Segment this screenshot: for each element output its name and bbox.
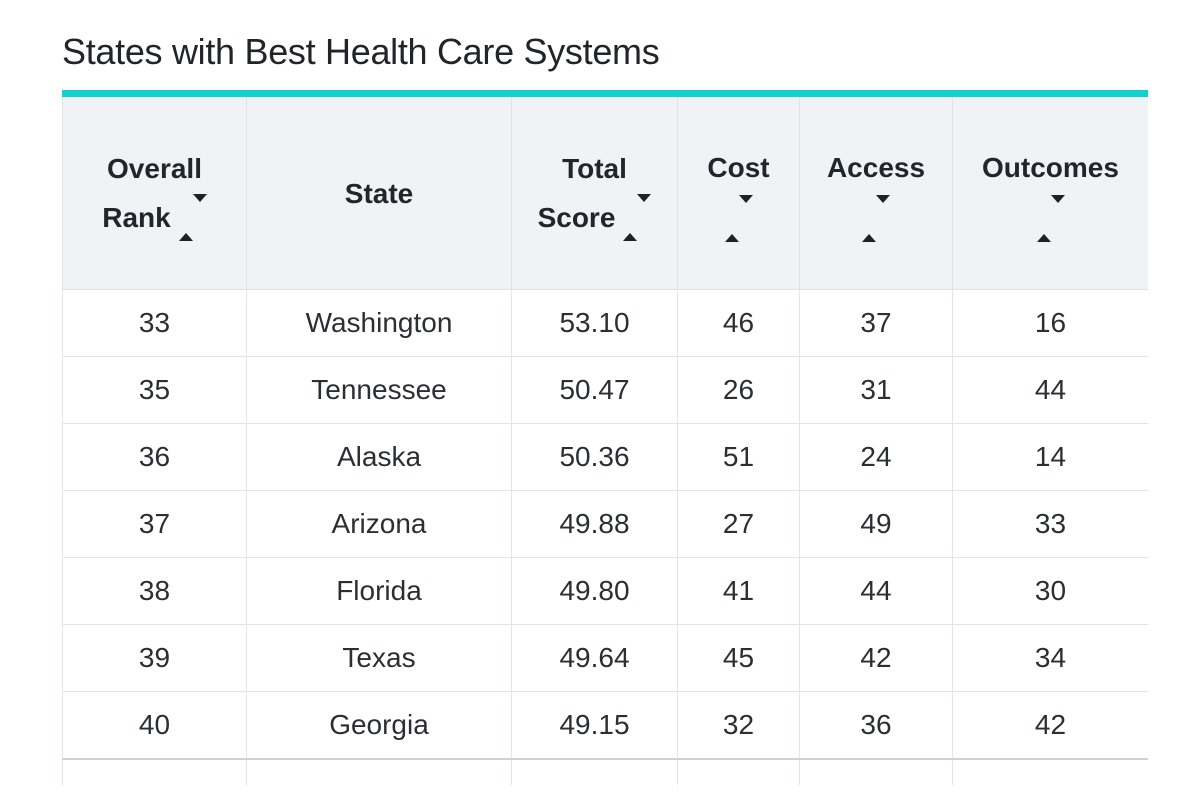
table-row: 39 Texas 49.64 45 42 34 — [62, 624, 1148, 692]
cell-total-score: 49.88 — [511, 490, 678, 558]
cell-access — [799, 758, 953, 785]
table-row-partial — [62, 758, 1148, 785]
table-row: 37 Arizona 49.88 27 49 33 — [62, 490, 1148, 558]
column-header-outcomes[interactable]: Outcomes — [952, 97, 1148, 290]
cell-state: Florida — [246, 557, 512, 625]
column-header-overall-rank[interactable]: Overall Rank — [62, 97, 247, 290]
cell-overall-rank: 40 — [62, 691, 247, 760]
table-row: 40 Georgia 49.15 32 36 42 — [62, 691, 1148, 760]
sort-updown-icon — [178, 193, 207, 242]
sort-updown-icon — [862, 194, 890, 243]
column-header-total-score[interactable]: Total Score — [511, 97, 678, 290]
cell-cost: 51 — [677, 423, 800, 491]
header-label: State — [344, 177, 414, 209]
cell-state — [246, 758, 512, 785]
cell-access: 24 — [799, 423, 953, 491]
cell-cost: 46 — [677, 289, 800, 357]
cell-access: 42 — [799, 624, 953, 692]
cell-access: 36 — [799, 691, 953, 760]
table-row: 36 Alaska 50.36 51 24 14 — [62, 423, 1148, 491]
cell-overall-rank: 35 — [62, 356, 247, 424]
cell-access: 37 — [799, 289, 953, 357]
cell-overall-rank: 37 — [62, 490, 247, 558]
header-label: Overall — [107, 152, 202, 184]
table-row: 35 Tennessee 50.47 26 31 44 — [62, 356, 1148, 424]
cell-outcomes: 44 — [952, 356, 1148, 424]
cell-state: Alaska — [246, 423, 512, 491]
cell-outcomes: 30 — [952, 557, 1148, 625]
cell-outcomes: 34 — [952, 624, 1148, 692]
cell-total-score — [511, 758, 678, 785]
cell-total-score: 49.15 — [511, 691, 678, 760]
health-care-table-widget: Overall Rank State Total Score Cost Acce… — [62, 90, 1148, 785]
cell-state: Washington — [246, 289, 512, 357]
column-header-state: State — [246, 97, 512, 290]
cell-outcomes: 14 — [952, 423, 1148, 491]
header-label: Cost — [707, 151, 770, 183]
health-care-table: Overall Rank State Total Score Cost Acce… — [62, 97, 1148, 785]
cell-total-score: 50.47 — [511, 356, 678, 424]
cell-cost: 32 — [677, 691, 800, 760]
cell-state: Georgia — [246, 691, 512, 760]
cell-overall-rank: 38 — [62, 557, 247, 625]
cell-cost: 26 — [677, 356, 800, 424]
cell-total-score: 53.10 — [511, 289, 678, 357]
cell-cost — [677, 758, 800, 785]
cell-total-score: 50.36 — [511, 423, 678, 491]
cell-outcomes: 33 — [952, 490, 1148, 558]
accent-bar — [62, 90, 1148, 97]
sort-updown-icon — [1036, 194, 1065, 243]
cell-overall-rank: 33 — [62, 289, 247, 357]
cell-total-score: 49.80 — [511, 557, 678, 625]
cell-outcomes: 42 — [952, 691, 1148, 760]
page-title: States with Best Health Care Systems — [62, 31, 660, 73]
cell-state: Tennessee — [246, 356, 512, 424]
cell-cost: 27 — [677, 490, 800, 558]
cell-state: Arizona — [246, 490, 512, 558]
cell-state: Texas — [246, 624, 512, 692]
header-label: Outcomes — [982, 151, 1119, 183]
cell-outcomes — [952, 758, 1148, 785]
header-label: Rank — [102, 201, 171, 233]
cell-access: 49 — [799, 490, 953, 558]
cell-cost: 41 — [677, 557, 800, 625]
table-body: 33 Washington 53.10 46 37 16 35 Tennesse… — [62, 289, 1148, 785]
header-label: Score — [537, 201, 616, 233]
cell-access: 44 — [799, 557, 953, 625]
table-row: 38 Florida 49.80 41 44 30 — [62, 557, 1148, 625]
header-label: Access — [826, 151, 926, 183]
cell-total-score: 49.64 — [511, 624, 678, 692]
column-header-cost[interactable]: Cost — [677, 97, 800, 290]
header-row: Overall Rank State Total Score Cost Acce… — [62, 97, 1148, 290]
header-label: Total — [562, 152, 627, 184]
cell-access: 31 — [799, 356, 953, 424]
sort-updown-icon — [623, 193, 652, 242]
cell-overall-rank: 39 — [62, 624, 247, 692]
table-row: 33 Washington 53.10 46 37 16 — [62, 289, 1148, 357]
cell-overall-rank: 36 — [62, 423, 247, 491]
table-header: Overall Rank State Total Score Cost Acce… — [62, 97, 1148, 290]
cell-cost: 45 — [677, 624, 800, 692]
column-header-access[interactable]: Access — [799, 97, 953, 290]
sort-updown-icon — [724, 194, 753, 243]
cell-overall-rank — [62, 758, 247, 785]
cell-outcomes: 16 — [952, 289, 1148, 357]
